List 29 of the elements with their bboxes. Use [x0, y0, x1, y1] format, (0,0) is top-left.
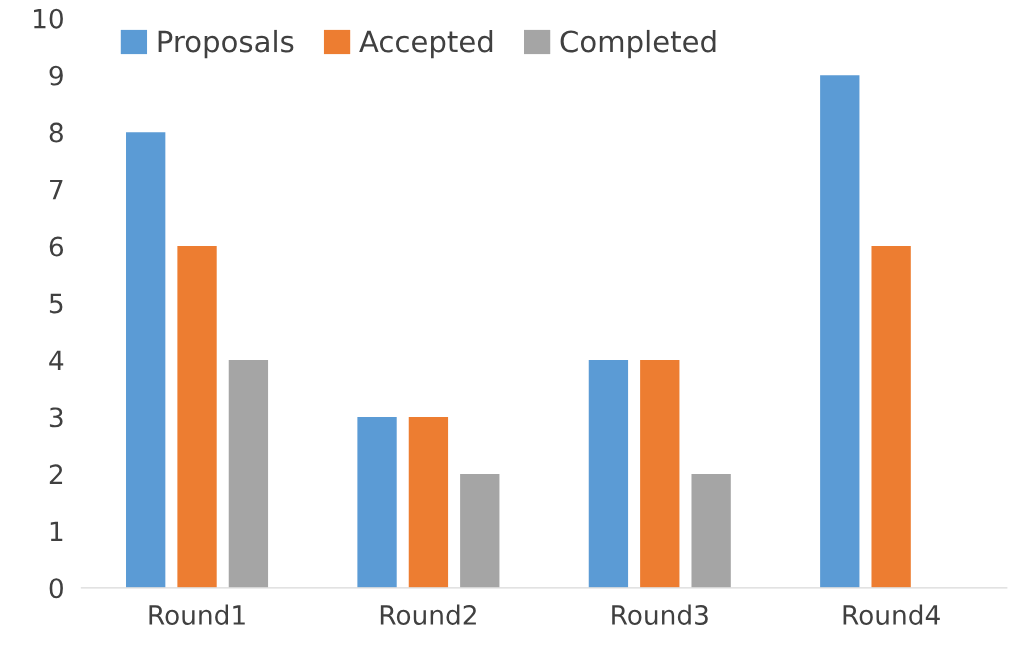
y-tick-label: 10 [34, 8, 63, 29]
bar [357, 416, 397, 588]
legend-label: Completed [560, 29, 716, 59]
legend-label: Proposals [158, 29, 294, 59]
x-tick-label: Round1 [149, 604, 245, 625]
bar [588, 360, 629, 588]
bar [691, 473, 731, 588]
legend-label: Accepted [359, 29, 493, 59]
y-tick-label: 2 [49, 464, 63, 484]
y-tick-label: 1 [50, 521, 63, 541]
bar [871, 246, 911, 588]
bar [820, 75, 860, 588]
y-tick-label: 0 [49, 578, 63, 599]
y-tick-label: 6 [49, 236, 64, 257]
y-tick-label: 3 [49, 407, 63, 428]
x-tick-label: Round3 [612, 604, 708, 625]
bar [408, 416, 449, 588]
bar [460, 473, 500, 588]
y-tick-label: 8 [49, 122, 63, 143]
y-tick-label: 5 [49, 293, 63, 314]
bar [228, 360, 269, 588]
bar [640, 360, 680, 588]
x-tick-label: Round4 [843, 604, 940, 625]
y-tick-label: 4 [49, 350, 64, 371]
y-tick-label: 7 [50, 179, 63, 200]
y-tick-label: 9 [49, 65, 63, 86]
bar [126, 132, 166, 588]
x-tick-label: Round2 [380, 604, 476, 625]
bar [177, 246, 217, 588]
